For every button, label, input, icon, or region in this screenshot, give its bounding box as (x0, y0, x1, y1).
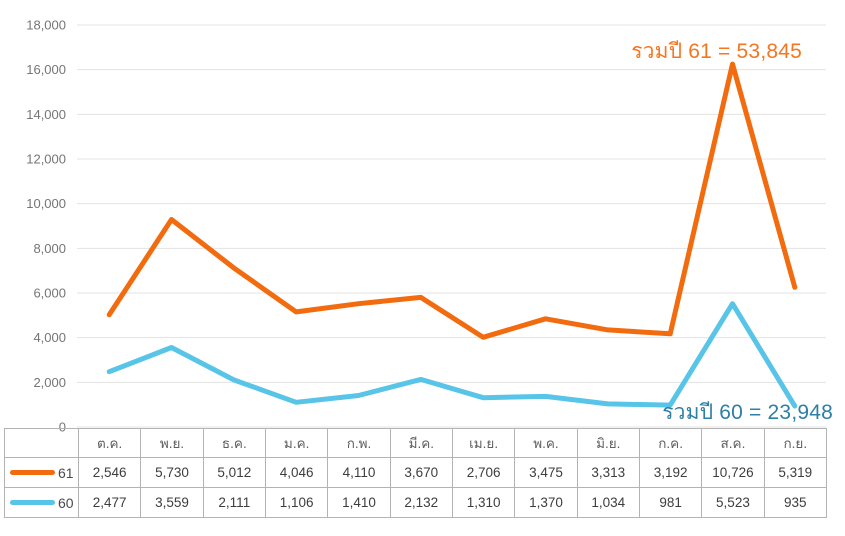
month-header-cell: พ.ค. (514, 428, 578, 458)
y-axis-label: 18,000 (26, 18, 66, 33)
y-axis-label: 10,000 (26, 196, 66, 211)
month-header-cell: ก.พ. (327, 428, 391, 458)
value-cell: 1,370 (514, 487, 578, 518)
value-cell: 2,546 (77, 457, 142, 488)
month-header-cell: มิ.ย. (576, 428, 640, 458)
data-table: ต.ค. พ.ย. ธ.ค. ม.ค. ก.พ. มี.ค. เม.ย. พ.ค. มิ.ย. ก… (4, 428, 828, 518)
value-cell: 10,726 (701, 457, 765, 488)
annotation-total-60: รวมปี 60 = 23,948 (662, 401, 833, 424)
y-axis-label: 2,000 (33, 375, 66, 390)
value-cell: 2,132 (389, 487, 453, 518)
value-cell: 4,110 (327, 457, 391, 488)
month-header-cell: ก.ค. (638, 428, 703, 458)
value-cell: 2,111 (202, 487, 266, 518)
table-header-row: ต.ค. พ.ย. ธ.ค. ม.ค. ก.พ. มี.ค. เม.ย. พ.ค. มิ.ย. ก… (4, 428, 828, 458)
table-row-61: 61 2,546 5,730 5,012 4,046 4,110 3,670 2,706 3,4… (4, 457, 828, 488)
value-cell: 2,706 (451, 457, 516, 488)
y-axis-label: 4,000 (33, 330, 66, 345)
value-cell: 1,410 (327, 487, 391, 518)
month-header-cell: ก.ย. (763, 428, 828, 458)
value-cell: 1,034 (576, 487, 640, 518)
y-axis-label: 8,000 (33, 241, 66, 256)
value-cell: 3,475 (514, 457, 578, 488)
legend-cell-61: 61 (4, 457, 79, 488)
value-cell: 5,730 (140, 457, 204, 488)
y-axis-label: 0 (59, 420, 66, 435)
value-cell: 935 (763, 487, 828, 518)
legend-line-swatch-61 (10, 470, 55, 475)
month-header-cell: ส.ค. (701, 428, 765, 458)
value-cell: 981 (638, 487, 703, 518)
legend-label-61: 61 (58, 464, 74, 481)
legend-line-swatch-60 (10, 500, 55, 505)
value-cell: 3,559 (140, 487, 204, 518)
y-axis-label: 16,000 (26, 62, 66, 77)
month-header-cell: ธ.ค. (202, 428, 266, 458)
legend-label-60: 60 (58, 494, 74, 511)
table-corner-cell (4, 428, 79, 458)
month-header-cell: ต.ค. (77, 428, 142, 458)
month-header-cell: ม.ค. (264, 428, 329, 458)
y-axis-label: 14,000 (26, 107, 66, 122)
month-header-cell: พ.ย. (140, 428, 204, 458)
month-header-cell: เม.ย. (451, 428, 516, 458)
series-line-60 (106, 301, 798, 409)
value-cell: 3,670 (389, 457, 453, 488)
month-header-cell: มี.ค. (389, 428, 453, 458)
series-line-61 (106, 61, 798, 340)
value-cell: 5,319 (763, 457, 828, 488)
value-cell: 1,106 (264, 487, 329, 518)
legend-cell-60: 60 (4, 487, 79, 518)
table-row-60: 60 2,477 3,559 2,111 1,106 1,410 2,132 1,310 1,3… (4, 487, 828, 518)
value-cell: 5,012 (202, 457, 266, 488)
annotation-total-61: รวมปี 61 = 53,845 (631, 40, 802, 63)
y-axis-label: 12,000 (26, 152, 66, 167)
value-cell: 3,192 (638, 457, 703, 488)
value-cell: 2,477 (77, 487, 142, 518)
value-cell: 3,313 (576, 457, 640, 488)
value-cell: 5,523 (701, 487, 765, 518)
value-cell: 1,310 (451, 487, 516, 518)
y-axis-label: 6,000 (33, 286, 66, 301)
value-cell: 4,046 (264, 457, 329, 488)
